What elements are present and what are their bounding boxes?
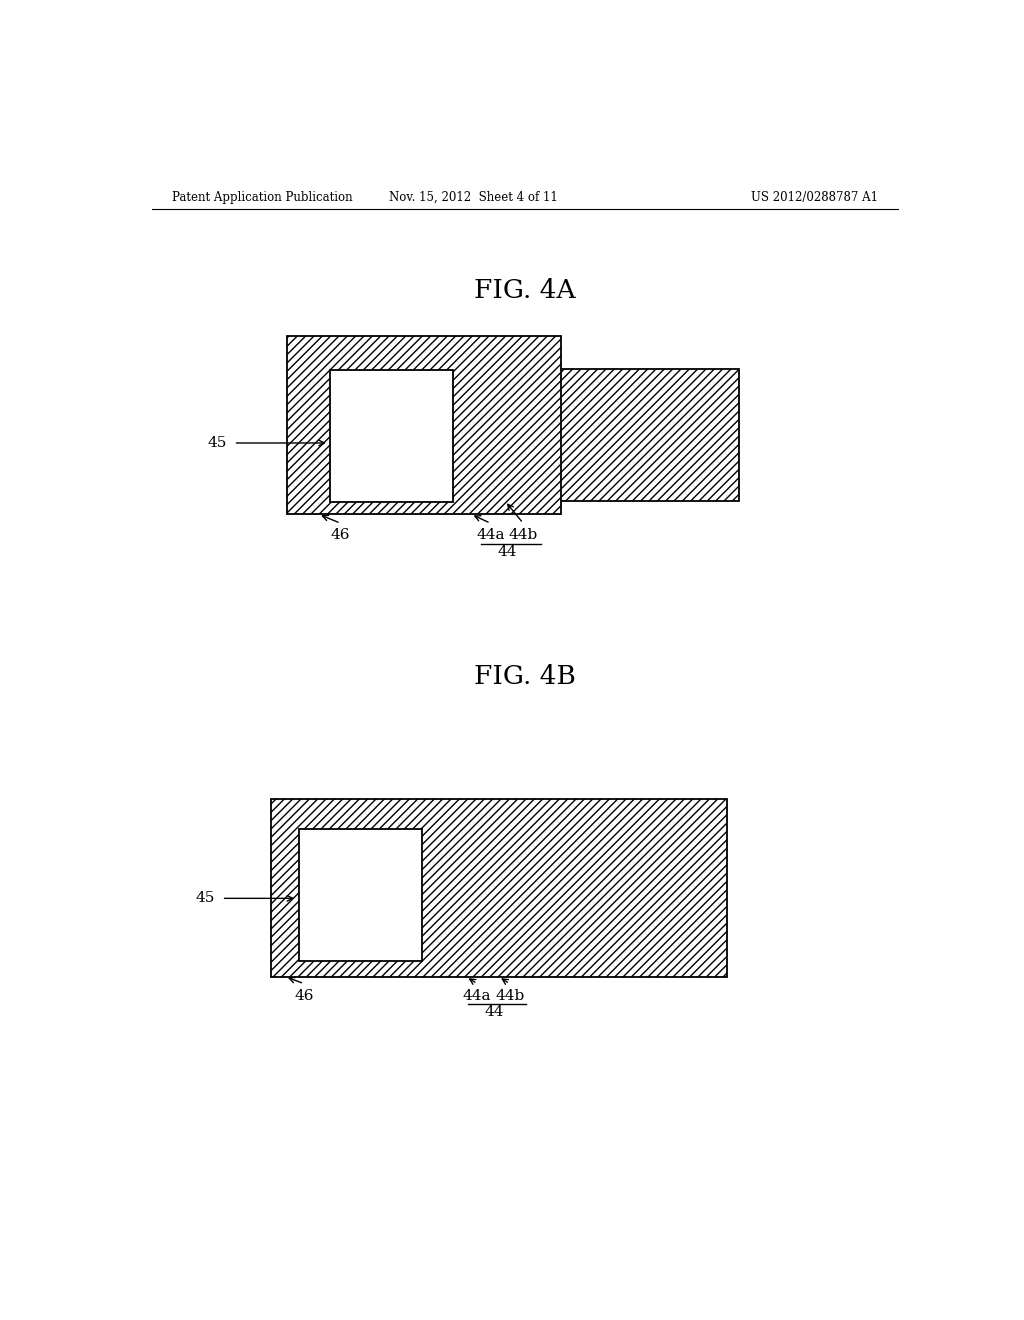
Text: 44a: 44a — [476, 528, 505, 543]
Text: 46: 46 — [331, 528, 350, 543]
Text: Patent Application Publication: Patent Application Publication — [172, 190, 352, 203]
Bar — [458, 368, 739, 500]
Text: 45: 45 — [208, 436, 227, 450]
Text: FIG. 4B: FIG. 4B — [474, 664, 575, 689]
Text: 45: 45 — [196, 891, 215, 906]
Text: FIG. 4A: FIG. 4A — [474, 279, 575, 304]
Bar — [270, 799, 727, 977]
Text: 44b: 44b — [495, 989, 524, 1003]
Text: 46: 46 — [295, 989, 314, 1003]
Text: 44: 44 — [498, 545, 517, 558]
Text: Nov. 15, 2012  Sheet 4 of 11: Nov. 15, 2012 Sheet 4 of 11 — [389, 190, 558, 203]
Text: 44: 44 — [484, 1005, 504, 1019]
Bar — [331, 370, 454, 502]
Bar — [287, 337, 560, 515]
Bar — [299, 829, 422, 961]
Text: US 2012/0288787 A1: US 2012/0288787 A1 — [751, 190, 878, 203]
Text: 44b: 44b — [509, 528, 538, 543]
Text: 44a: 44a — [463, 989, 492, 1003]
